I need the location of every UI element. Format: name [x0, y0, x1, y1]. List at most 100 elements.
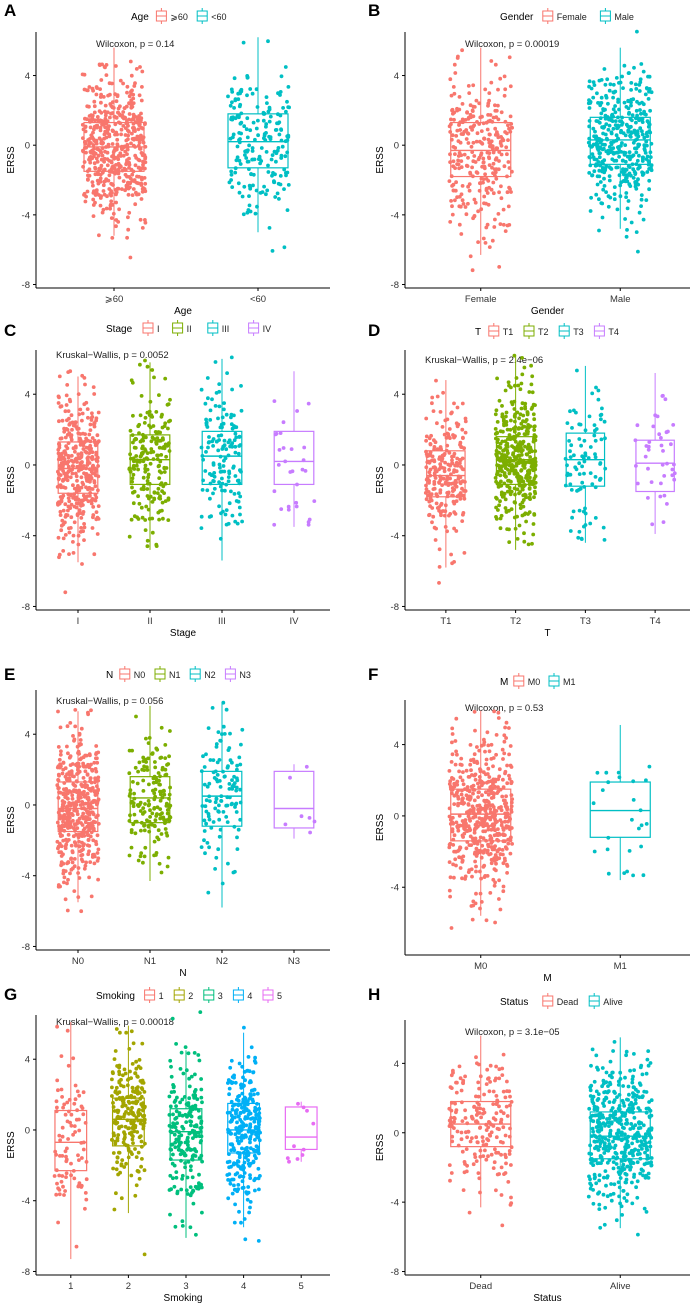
data-point	[136, 181, 141, 186]
data-point	[206, 890, 211, 895]
data-point	[90, 786, 95, 790]
data-point	[75, 826, 80, 830]
data-point	[223, 512, 228, 517]
data-point	[519, 468, 523, 473]
data-point	[267, 119, 272, 124]
data-point	[622, 63, 627, 68]
data-point	[607, 145, 612, 149]
data-point	[224, 412, 229, 417]
data-point	[133, 163, 138, 168]
data-point	[118, 78, 123, 83]
data-point	[247, 183, 252, 188]
data-point	[67, 499, 72, 504]
data-point	[600, 147, 605, 152]
data-point	[137, 1108, 142, 1112]
data-point	[134, 190, 138, 195]
data-point	[59, 457, 63, 462]
data-point	[84, 753, 89, 758]
data-point	[619, 144, 623, 148]
data-point	[233, 431, 238, 436]
data-point	[58, 1154, 62, 1158]
data-point	[143, 518, 148, 522]
panel-letter: B	[368, 1, 380, 20]
data-point	[135, 1099, 140, 1104]
data-point	[165, 833, 170, 838]
data-point	[588, 445, 593, 449]
panel-letter: A	[4, 1, 16, 20]
data-point	[95, 851, 100, 855]
data-point	[141, 759, 146, 763]
data-point	[68, 871, 72, 876]
data-point	[455, 56, 460, 60]
data-point	[510, 467, 514, 472]
data-point	[139, 1139, 144, 1144]
data-point	[127, 771, 132, 776]
data-point	[452, 875, 456, 880]
data-point	[617, 149, 622, 154]
data-point	[456, 796, 461, 801]
data-point	[461, 511, 466, 515]
data-point	[627, 171, 632, 176]
data-point	[640, 132, 645, 137]
data-point	[529, 382, 534, 387]
data-point	[427, 436, 432, 441]
data-point	[286, 183, 291, 187]
data-point	[82, 538, 86, 542]
y-axis-label: ERSS	[375, 814, 386, 842]
data-point	[130, 193, 135, 198]
data-point	[220, 415, 225, 420]
data-point	[63, 788, 68, 793]
data-point	[217, 834, 222, 839]
data-point	[90, 149, 95, 154]
data-point	[80, 373, 85, 378]
data-point	[493, 920, 497, 925]
data-point	[636, 142, 641, 147]
data-point	[505, 527, 509, 531]
data-point	[156, 771, 161, 775]
data-point	[104, 73, 109, 77]
data-point	[58, 1138, 62, 1143]
data-point	[455, 779, 460, 784]
data-point	[230, 778, 234, 782]
data-point	[507, 223, 512, 227]
data-point	[253, 137, 257, 142]
stat-annotation: Kruskal−Wallis, p = 0.056	[56, 696, 163, 707]
data-point	[475, 131, 480, 136]
data-point	[129, 517, 134, 522]
data-point	[142, 854, 147, 859]
data-point	[239, 742, 243, 747]
data-point	[233, 98, 238, 103]
data-point	[457, 123, 461, 127]
data-point	[136, 494, 141, 499]
data-point	[116, 110, 120, 115]
box-T1	[423, 378, 468, 585]
data-point	[512, 515, 517, 520]
data-point	[450, 133, 455, 138]
data-point	[424, 497, 429, 502]
data-point	[451, 159, 456, 164]
data-point	[62, 813, 67, 817]
data-point	[454, 180, 458, 185]
data-point	[506, 123, 510, 128]
data-point	[493, 412, 498, 417]
data-point	[92, 99, 97, 104]
data-point	[448, 220, 453, 224]
data-point	[461, 782, 466, 787]
data-point	[501, 884, 506, 889]
data-point	[123, 188, 127, 193]
data-point	[594, 157, 599, 162]
data-point	[93, 200, 97, 205]
data-point	[229, 443, 234, 447]
data-point	[57, 419, 61, 424]
data-point	[448, 77, 453, 82]
data-point	[55, 1105, 59, 1110]
data-point	[154, 851, 159, 855]
legend-title: Smoking	[96, 991, 135, 1002]
legend-key-1: II	[172, 320, 192, 336]
data-point	[440, 425, 445, 429]
data-point	[577, 437, 582, 441]
data-point	[63, 1149, 68, 1154]
data-point	[136, 467, 141, 472]
data-point	[650, 522, 655, 527]
data-point	[145, 494, 150, 498]
